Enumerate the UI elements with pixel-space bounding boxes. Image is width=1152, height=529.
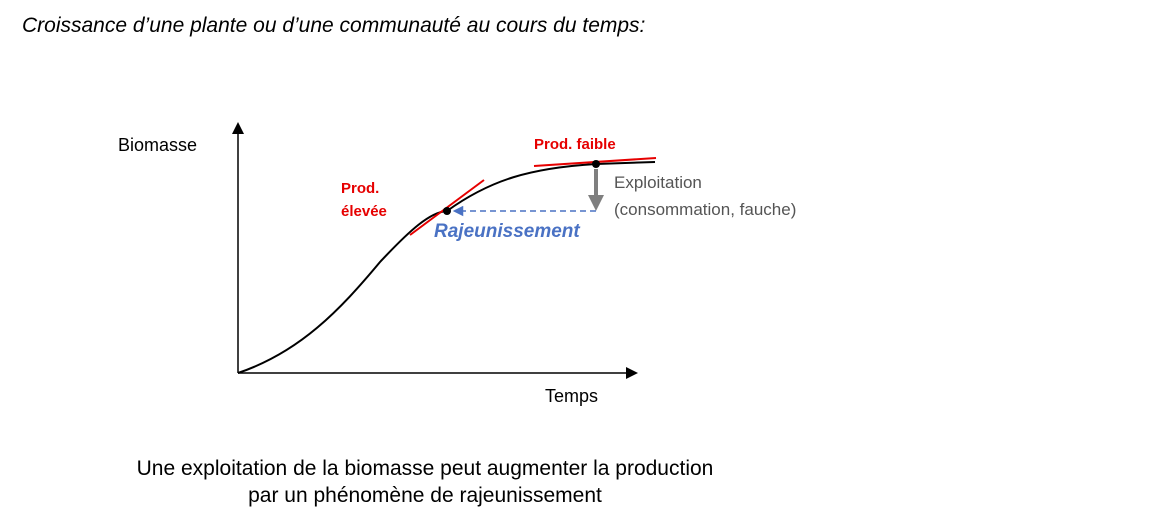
x-axis-label: Temps: [545, 386, 598, 406]
high-production-label-line1: Prod.: [341, 180, 379, 197]
page-title: Croissance d’une plante ou d’une communa…: [22, 14, 646, 37]
high-production-point: [443, 207, 451, 215]
low-production-point: [592, 160, 600, 168]
y-axis-label: Biomasse: [118, 135, 197, 155]
low-production-label: Prod. faible: [534, 136, 616, 153]
high-production-label-line2: élevée: [341, 203, 387, 220]
exploitation-label: Exploitation (consommation, fauche): [614, 173, 796, 219]
exploitation-label-line2: (consommation, fauche): [614, 200, 796, 219]
high-production-label: Prod. élevée: [341, 180, 387, 220]
caption-line2: par un phénomène de rajeunissement: [248, 484, 602, 507]
exploitation-label-line1: Exploitation: [614, 173, 702, 192]
rejuvenation-label: Rajeunissement: [434, 221, 580, 242]
caption: Une exploitation de la biomasse peut aug…: [0, 455, 850, 509]
caption-line1: Une exploitation de la biomasse peut aug…: [136, 457, 714, 480]
growth-curve: [237, 161, 656, 374]
